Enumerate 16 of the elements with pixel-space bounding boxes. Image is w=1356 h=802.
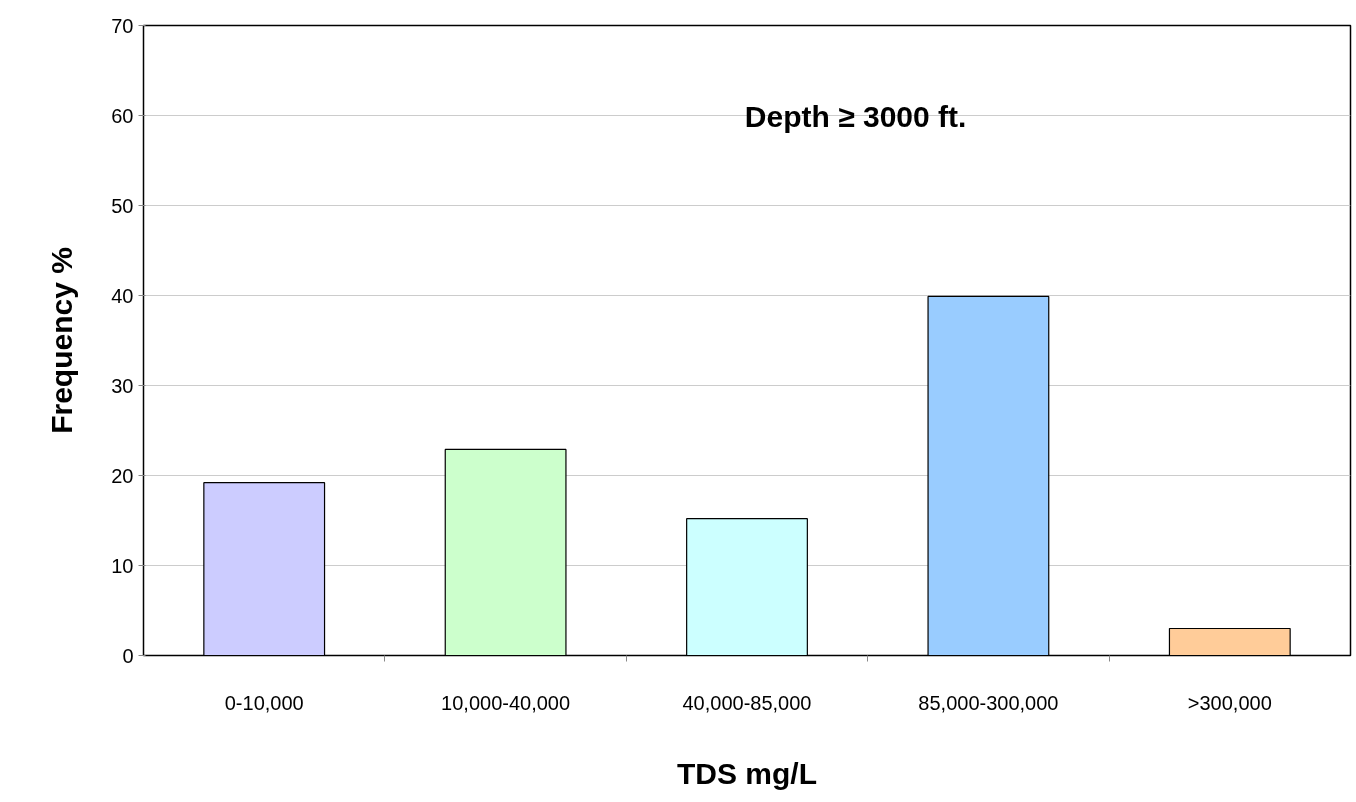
annotation: Depth ≥ 3000 ft. <box>744 100 967 134</box>
x-tick-label: 0-10,000 <box>224 691 304 714</box>
x-tick-label: 10,000-40,000 <box>441 691 571 714</box>
x-axis-title: TDS mg/L <box>677 756 817 790</box>
y-tick-label: 70 <box>111 14 134 37</box>
y-axis-title: Frequency % <box>45 247 79 434</box>
y-tick-label: 10 <box>111 554 134 577</box>
y-tick-label: 0 <box>122 644 134 667</box>
x-tick-label: 40,000-85,000 <box>682 691 812 714</box>
x-tick-label: 85,000-300,000 <box>918 691 1059 714</box>
y-tick-label: 20 <box>111 464 134 487</box>
y-tick-label: 40 <box>111 284 134 307</box>
x-tick-label: >300,000 <box>1187 691 1272 714</box>
y-tick-label: 50 <box>111 194 134 217</box>
y-tick-label: 60 <box>111 104 134 127</box>
y-tick-label: 30 <box>111 374 134 397</box>
